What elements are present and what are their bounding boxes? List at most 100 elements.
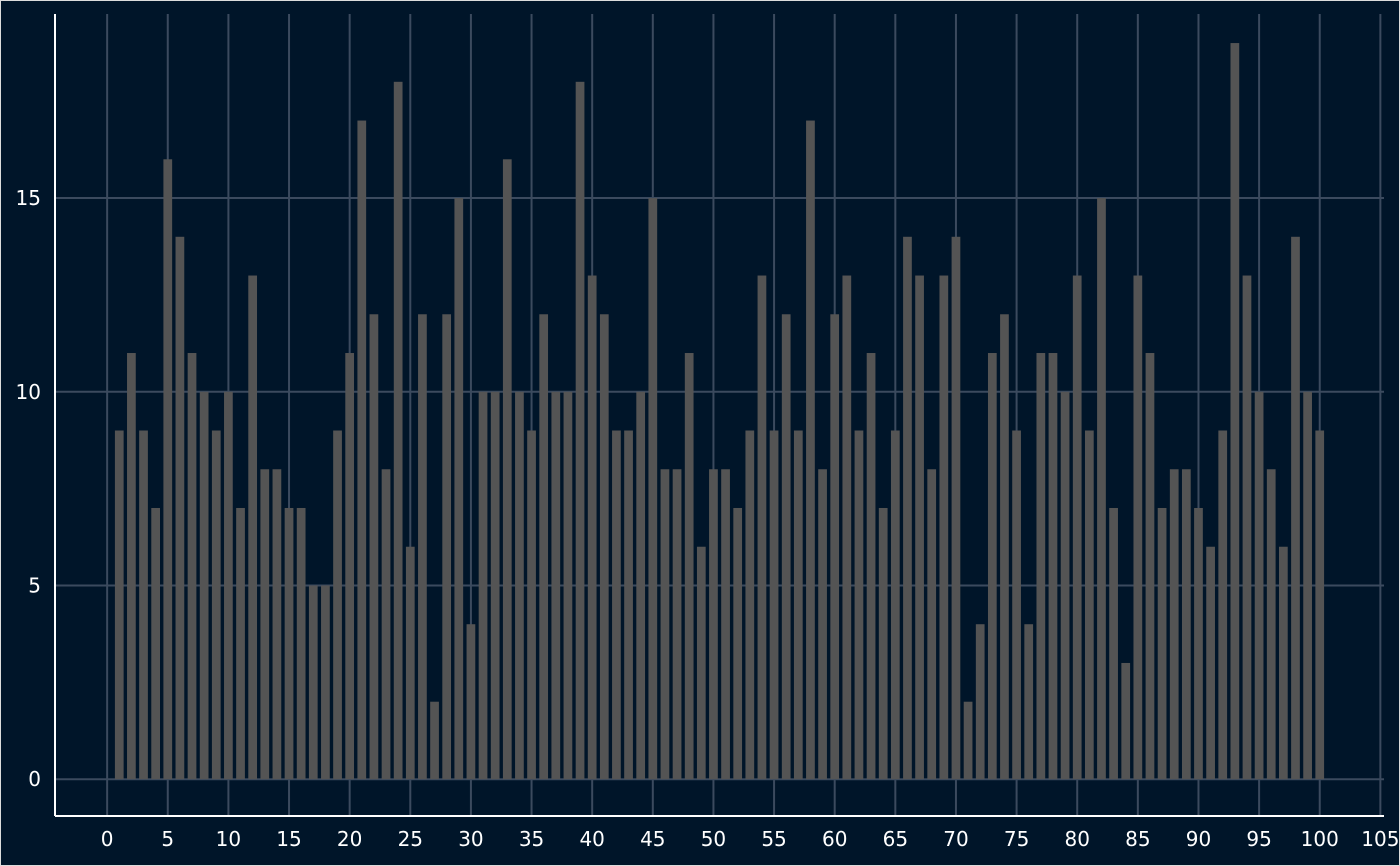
bar bbox=[187, 353, 197, 780]
bar bbox=[405, 546, 415, 780]
bar bbox=[357, 120, 367, 780]
bar bbox=[1230, 43, 1240, 780]
bar bbox=[903, 236, 912, 780]
bar bbox=[939, 275, 949, 780]
bar bbox=[381, 469, 391, 780]
y-tick-label: 0 bbox=[28, 767, 41, 791]
bar bbox=[430, 701, 439, 780]
bar bbox=[393, 81, 403, 780]
bar bbox=[890, 430, 900, 780]
bar bbox=[1072, 275, 1082, 780]
bar bbox=[1303, 391, 1312, 780]
y-tick-label: 15 bbox=[16, 186, 41, 210]
bar bbox=[624, 430, 633, 780]
bar bbox=[1315, 430, 1325, 780]
bar bbox=[236, 507, 245, 780]
bar bbox=[211, 430, 221, 780]
bar bbox=[369, 314, 379, 780]
x-tick-labels: 0 5 10 15 20 25 30 35 40 45 50 55 60 65 70 75 80 85 90 95 10… bbox=[101, 827, 1400, 851]
bar bbox=[1121, 662, 1131, 780]
bar bbox=[454, 198, 464, 780]
bar bbox=[1024, 624, 1034, 780]
bar bbox=[709, 469, 718, 780]
bar bbox=[612, 430, 621, 780]
bar bbox=[696, 546, 706, 780]
bar bbox=[793, 430, 803, 780]
bar bbox=[175, 236, 185, 780]
bar bbox=[1012, 430, 1021, 780]
bar bbox=[515, 391, 524, 780]
bar bbox=[1254, 391, 1264, 780]
bar bbox=[781, 314, 791, 780]
bar bbox=[1194, 507, 1203, 780]
bar bbox=[1084, 430, 1094, 780]
x-tick-label: 60 bbox=[822, 827, 847, 851]
bar bbox=[466, 624, 476, 780]
bar bbox=[1036, 353, 1046, 780]
bar bbox=[830, 314, 840, 780]
axes bbox=[54, 14, 1384, 817]
bar bbox=[163, 159, 173, 780]
bar bbox=[587, 275, 597, 780]
bar bbox=[951, 236, 961, 780]
bar bbox=[987, 353, 997, 780]
bar bbox=[1157, 507, 1167, 780]
bar bbox=[1109, 507, 1118, 780]
bar bbox=[721, 469, 730, 780]
bar bbox=[1060, 391, 1070, 780]
bar bbox=[878, 507, 888, 780]
y-tick-labels: 0 5 10 15 bbox=[16, 186, 41, 791]
bar bbox=[321, 585, 330, 780]
bar bbox=[1133, 275, 1143, 780]
bar bbox=[1266, 469, 1276, 780]
bar bbox=[114, 430, 124, 780]
bar bbox=[248, 275, 258, 780]
bar bbox=[563, 391, 573, 780]
bar bbox=[1218, 430, 1228, 780]
x-tick-label: 10 bbox=[216, 827, 241, 851]
bar bbox=[599, 314, 609, 780]
x-tick-label: 95 bbox=[1246, 827, 1271, 851]
bar bbox=[963, 701, 973, 780]
bar bbox=[1048, 353, 1058, 780]
bar bbox=[139, 430, 148, 780]
bar bbox=[975, 624, 985, 780]
bar bbox=[1242, 275, 1252, 780]
x-tick-label: 55 bbox=[761, 827, 786, 851]
bar bbox=[854, 430, 864, 780]
bar bbox=[660, 469, 670, 780]
bar bbox=[684, 353, 694, 780]
x-tick-label: 75 bbox=[1004, 827, 1029, 851]
x-tick-label: 70 bbox=[943, 827, 968, 851]
bar bbox=[1169, 469, 1179, 780]
x-tick-label: 50 bbox=[701, 827, 726, 851]
bar bbox=[818, 469, 827, 780]
bar bbox=[478, 391, 488, 780]
x-tick-label: 0 bbox=[101, 827, 114, 851]
bar bbox=[1097, 198, 1106, 780]
bar bbox=[636, 391, 646, 780]
x-tick-label: 80 bbox=[1064, 827, 1089, 851]
x-tick-label: 40 bbox=[579, 827, 604, 851]
bar bbox=[551, 391, 561, 780]
bar bbox=[127, 353, 136, 780]
bar bbox=[539, 314, 549, 780]
bar bbox=[1145, 353, 1155, 780]
x-tick-label: 105 bbox=[1361, 827, 1399, 851]
x-tick-label: 85 bbox=[1125, 827, 1150, 851]
bar bbox=[333, 430, 342, 780]
bar bbox=[745, 430, 755, 780]
bar bbox=[490, 391, 500, 780]
bar bbox=[1291, 236, 1300, 780]
y-tick-label: 10 bbox=[16, 380, 41, 404]
bar bbox=[284, 507, 294, 780]
x-tick-label: 30 bbox=[458, 827, 483, 851]
bar bbox=[648, 198, 658, 780]
bar bbox=[199, 391, 209, 780]
bar bbox=[527, 430, 536, 780]
x-tick-label: 25 bbox=[398, 827, 423, 851]
x-tick-label: 45 bbox=[640, 827, 665, 851]
bar bbox=[272, 469, 282, 780]
